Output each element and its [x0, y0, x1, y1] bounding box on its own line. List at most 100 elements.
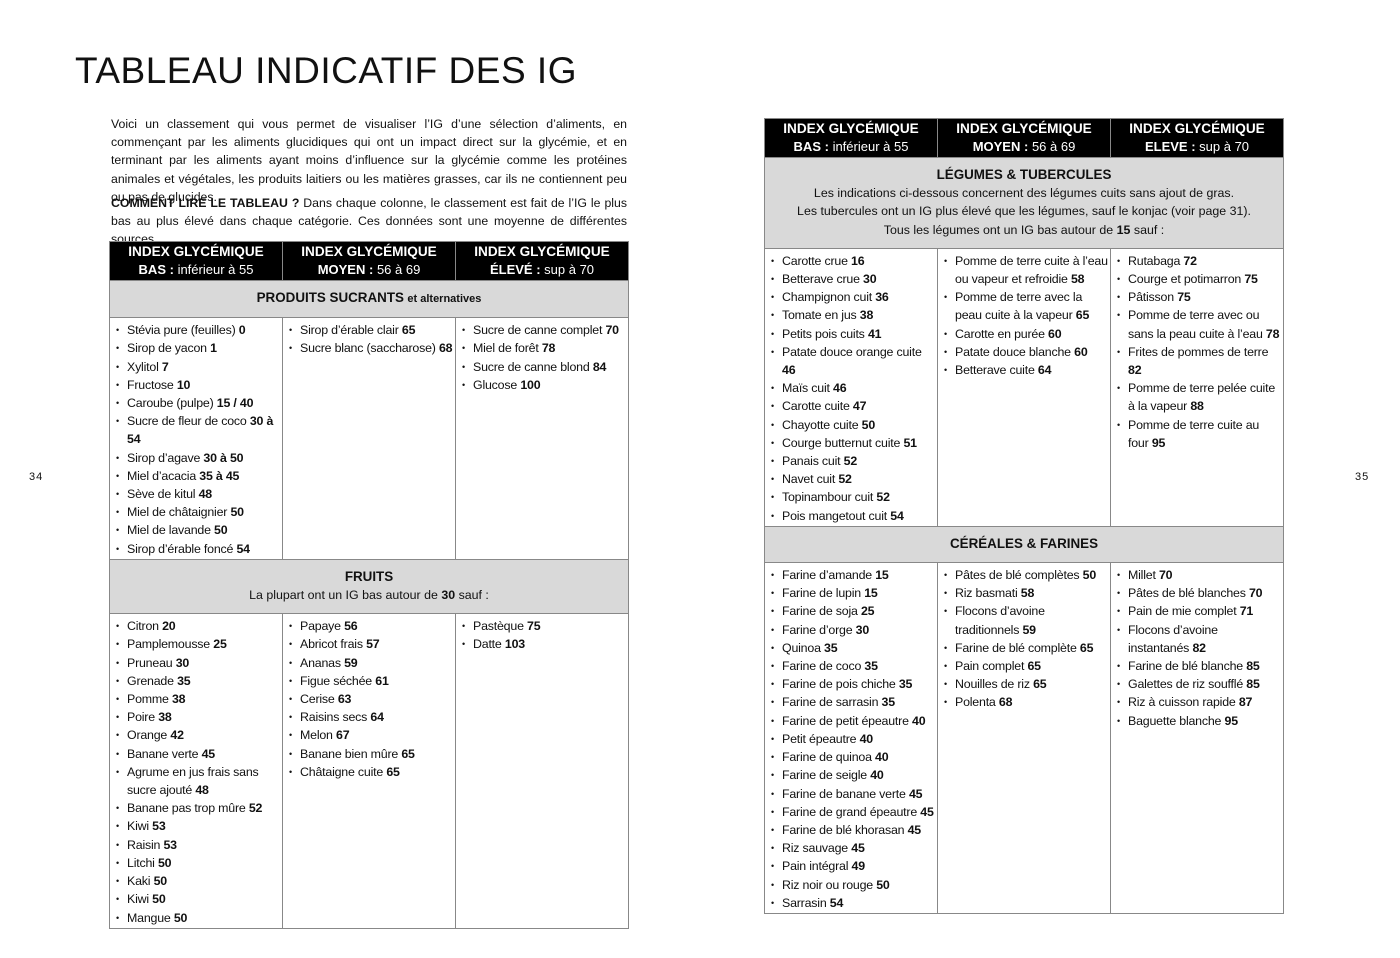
food-item: Litchi 50 [115, 854, 280, 872]
food-ig: 54 [829, 895, 844, 910]
header-cell: INDEX GLYCÉMIQUE MOYEN : 56 à 69 [282, 241, 456, 281]
food-name: Baguette blanche [1128, 713, 1222, 728]
food-item: Riz noir ou rouge 50 [770, 876, 935, 894]
food-name: Sirop d’agave [127, 450, 201, 465]
food-name: Farine de blé khorasan [782, 822, 905, 837]
header-range-line: BAS : inférieur à 55 [767, 138, 935, 156]
food-item: Farine de banane verte 45 [770, 785, 935, 803]
food-list: Sucre de canne complet 70Miel de forêt 7… [461, 321, 626, 394]
food-ig: 0 [238, 323, 246, 338]
food-name: Flocons d’avoine traditionnels [955, 604, 1045, 637]
food-item: Mangue 50 [115, 909, 280, 927]
food-ig: 65 [1075, 308, 1090, 323]
food-name: Figue séchée [300, 673, 372, 688]
items-row: Citron 20Pamplemousse 25Pruneau 30Grenad… [109, 613, 629, 929]
food-name: Petit épeautre [782, 731, 857, 746]
food-item: Ananas 59 [288, 654, 453, 672]
food-item: Pamplemousse 25 [115, 635, 280, 653]
food-ig: 65 [401, 746, 415, 761]
section-title: LÉGUMES & TUBERCULES [936, 167, 1112, 182]
food-ig: 58 [1020, 586, 1035, 601]
food-ig: 50 [173, 910, 188, 925]
food-item: Polenta 68 [943, 693, 1108, 711]
food-item: Pain intégral 49 [770, 857, 935, 875]
section-note: Tous les légumes ont un IG bas autour de… [769, 221, 1279, 239]
food-name: Farine de coco [782, 659, 862, 674]
header-cell: INDEX GLYCÉMIQUE MOYEN : 56 à 69 [937, 118, 1111, 158]
food-name: Miel de lavande [127, 523, 211, 538]
food-item: Tomate en jus 38 [770, 306, 935, 324]
food-name: Agrume en jus frais sans sucre ajouté [127, 764, 259, 798]
food-item: Sucre de canne complet 70 [461, 321, 626, 339]
food-item: Pomme de terre pelée cuite à la vapeur 8… [1116, 379, 1281, 415]
food-name: Xylitol [127, 359, 159, 374]
food-ig: 20 [162, 619, 176, 634]
header-level: ÉLEVÉ : [489, 262, 541, 277]
food-item: Farine de lupin 15 [770, 584, 935, 602]
food-item: Topinambour cuit 52 [770, 488, 935, 506]
food-name: Farine de lupin [782, 586, 861, 601]
food-list: Citron 20Pamplemousse 25Pruneau 30Grenad… [115, 617, 280, 927]
food-ig: 53 [163, 837, 177, 852]
how-to-label: COMMENT LIRE LE TABLEAU ? [111, 196, 300, 210]
food-name: Grenade [127, 673, 174, 688]
food-ig: 82 [1128, 363, 1142, 378]
food-item: Nouilles de riz 65 [943, 675, 1108, 693]
food-name: Kaki [127, 874, 151, 889]
food-item: Xylitol 7 [115, 358, 280, 376]
items-cell: Pastèque 75Datte 103 [455, 613, 629, 929]
food-ig: 45 [851, 841, 865, 856]
food-name: Patate douce orange cuite [782, 344, 922, 359]
food-ig: 45 [920, 804, 934, 819]
food-ig: 71 [1239, 604, 1254, 619]
food-item: Agrume en jus frais sans sucre ajouté 48 [115, 763, 280, 799]
header-title: INDEX GLYCÉMIQUE [1129, 121, 1265, 136]
food-item: Champignon cuit 36 [770, 288, 935, 306]
food-ig: 45 [907, 822, 922, 837]
items-row: Carotte crue 16Betterave crue 30Champign… [764, 247, 1284, 527]
food-ig: 40 [912, 713, 926, 728]
food-ig: 60 [1074, 344, 1088, 359]
food-ig: 40 [875, 750, 889, 765]
food-item: Millet 70 [1116, 566, 1281, 584]
food-item: Cerise 63 [288, 690, 453, 708]
food-item: Farine de blé complète 65 [943, 639, 1108, 657]
food-name: Riz basmati [955, 586, 1018, 601]
food-ig: 65 [401, 323, 416, 338]
food-ig: 64 [1037, 363, 1052, 378]
food-ig: 35 [864, 659, 878, 674]
food-name: Raisin [127, 837, 161, 852]
food-ig: 25 [860, 604, 875, 619]
food-name: Sève de kitul [127, 487, 196, 502]
food-item: Pâtisson 75 [1116, 288, 1281, 306]
food-name: Pâtes de blé blanches [1128, 586, 1246, 601]
food-item: Pomme de terre cuite à l’eau ou vapeur e… [943, 252, 1108, 288]
food-item: Patate douce orange cuite 46 [770, 343, 935, 379]
food-list: Pâtes de blé complètes 50Riz basmati 58F… [943, 566, 1108, 712]
food-ig: 68 [998, 695, 1013, 710]
food-item: Courge butternut cuite 51 [770, 434, 935, 452]
food-ig: 50 [1082, 568, 1097, 583]
page-number: 35 [1355, 471, 1370, 483]
food-ig: 25 [213, 637, 227, 652]
food-ig: 1 [210, 341, 217, 356]
food-name: Pain de mie complet [1128, 604, 1237, 619]
food-item: Carotte crue 16 [770, 252, 935, 270]
food-ig: 67 [336, 728, 350, 743]
food-name: Maïs cuit [782, 381, 830, 396]
food-item: Betterave cuite 64 [943, 361, 1108, 379]
header-title: INDEX GLYCÉMIQUE [783, 121, 919, 136]
food-item: Miel de lavande 50 [115, 521, 280, 539]
food-ig: 50 [157, 855, 172, 870]
food-ig: 40 [859, 731, 874, 746]
food-ig: 35 à 45 [199, 468, 240, 483]
food-ig: 68 [438, 341, 453, 356]
food-ig: 100 [520, 377, 541, 392]
food-item: Sirop d’agave 30 à 50 [115, 449, 280, 467]
header-level: ELEVE : [1144, 139, 1196, 154]
food-item: Miel de châtaignier 50 [115, 503, 280, 521]
food-ig: 45 [908, 786, 923, 801]
food-name: Farine d’orge [782, 622, 853, 637]
food-name: Farine de quinoa [782, 750, 872, 765]
food-ig: 85 [1246, 677, 1260, 692]
